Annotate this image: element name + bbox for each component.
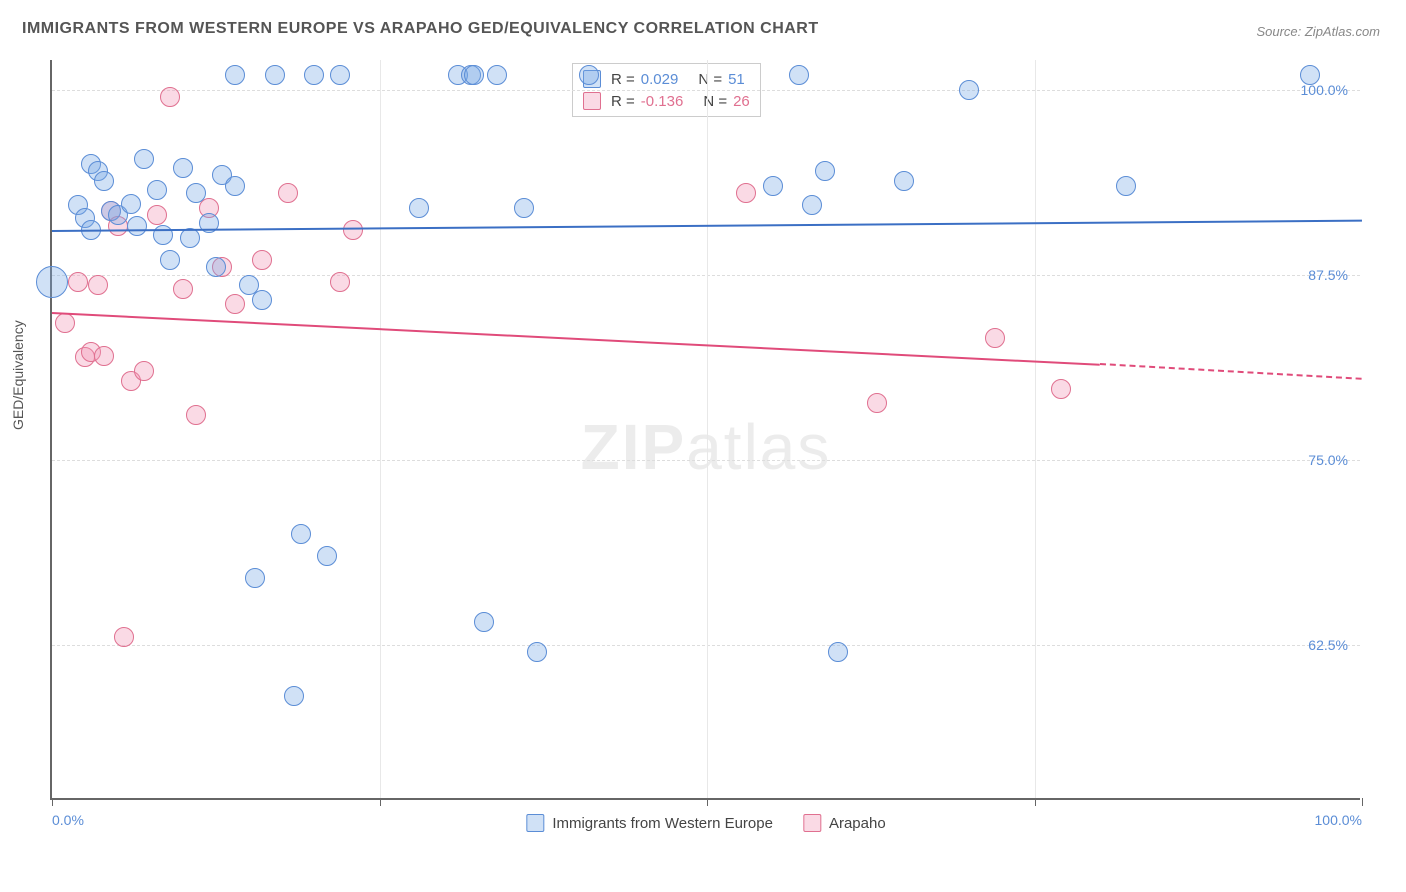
scatter-point-pink bbox=[736, 183, 756, 203]
y-tick-label: 75.0% bbox=[1308, 452, 1348, 468]
x-tick-label: 0.0% bbox=[52, 812, 84, 828]
legend-n-value-pink: 26 bbox=[733, 93, 750, 110]
scatter-point-pink bbox=[88, 275, 108, 295]
scatter-point-blue bbox=[291, 524, 311, 544]
scatter-point-blue bbox=[225, 176, 245, 196]
scatter-point-blue bbox=[160, 250, 180, 270]
scatter-point-blue bbox=[514, 198, 534, 218]
gridline-horizontal bbox=[52, 460, 1360, 461]
legend-item-blue: Immigrants from Western Europe bbox=[526, 814, 773, 832]
scatter-point-blue bbox=[153, 225, 173, 245]
gridline-vertical bbox=[707, 60, 708, 798]
legend-swatch-pink bbox=[803, 814, 821, 832]
gridline-horizontal bbox=[52, 645, 1360, 646]
scatter-point-blue bbox=[206, 257, 226, 277]
legend-label-blue: Immigrants from Western Europe bbox=[552, 815, 773, 832]
scatter-point-pink bbox=[68, 272, 88, 292]
legend-r-label: R = bbox=[611, 71, 635, 88]
x-tick-label: 100.0% bbox=[1315, 812, 1362, 828]
gridline-horizontal bbox=[52, 90, 1360, 91]
x-tick-mark bbox=[707, 798, 708, 806]
gridline-vertical bbox=[1035, 60, 1036, 798]
scatter-point-pink bbox=[1051, 379, 1071, 399]
scatter-point-pink bbox=[160, 87, 180, 107]
scatter-point-pink bbox=[134, 361, 154, 381]
scatter-point-blue bbox=[815, 161, 835, 181]
scatter-point-pink bbox=[985, 328, 1005, 348]
scatter-point-blue bbox=[127, 216, 147, 236]
trendline bbox=[52, 312, 1100, 366]
watermark-bold: ZIP bbox=[581, 411, 687, 483]
trendline bbox=[1100, 363, 1362, 380]
scatter-point-pink bbox=[94, 346, 114, 366]
scatter-point-blue bbox=[959, 80, 979, 100]
scatter-point-blue bbox=[1300, 65, 1320, 85]
scatter-point-blue bbox=[265, 65, 285, 85]
x-tick-mark bbox=[1362, 798, 1363, 806]
scatter-point-blue bbox=[36, 266, 68, 298]
legend-series: Immigrants from Western Europe Arapaho bbox=[526, 814, 885, 832]
scatter-point-pink bbox=[330, 272, 350, 292]
scatter-point-blue bbox=[94, 171, 114, 191]
scatter-point-blue bbox=[284, 686, 304, 706]
scatter-point-pink bbox=[252, 250, 272, 270]
plot-area: ZIPatlas R = 0.029 N = 51 R = -0.136 N =… bbox=[50, 60, 1360, 800]
scatter-point-pink bbox=[186, 405, 206, 425]
scatter-point-pink bbox=[343, 220, 363, 240]
scatter-point-blue bbox=[802, 195, 822, 215]
scatter-point-blue bbox=[894, 171, 914, 191]
watermark: ZIPatlas bbox=[581, 410, 832, 484]
y-tick-label: 87.5% bbox=[1308, 267, 1348, 283]
scatter-point-pink bbox=[114, 627, 134, 647]
legend-r-value-blue: 0.029 bbox=[641, 71, 679, 88]
scatter-point-blue bbox=[134, 149, 154, 169]
y-axis-label: GED/Equivalency bbox=[10, 320, 26, 430]
scatter-point-blue bbox=[317, 546, 337, 566]
scatter-point-blue bbox=[487, 65, 507, 85]
gridline-vertical bbox=[380, 60, 381, 798]
legend-row-pink: R = -0.136 N = 26 bbox=[583, 90, 750, 112]
scatter-point-pink bbox=[55, 313, 75, 333]
legend-n-value-blue: 51 bbox=[728, 71, 745, 88]
scatter-point-blue bbox=[121, 194, 141, 214]
x-tick-mark bbox=[52, 798, 53, 806]
scatter-point-blue bbox=[147, 180, 167, 200]
scatter-point-blue bbox=[225, 65, 245, 85]
chart-title: IMMIGRANTS FROM WESTERN EUROPE VS ARAPAH… bbox=[22, 20, 819, 38]
scatter-point-blue bbox=[245, 568, 265, 588]
legend-item-pink: Arapaho bbox=[803, 814, 886, 832]
legend-r-value-pink: -0.136 bbox=[641, 93, 684, 110]
scatter-point-blue bbox=[474, 612, 494, 632]
scatter-point-pink bbox=[147, 205, 167, 225]
legend-label-pink: Arapaho bbox=[829, 815, 886, 832]
scatter-point-blue bbox=[789, 65, 809, 85]
scatter-point-blue bbox=[579, 65, 599, 85]
scatter-point-blue bbox=[330, 65, 350, 85]
scatter-point-blue bbox=[464, 65, 484, 85]
scatter-point-blue bbox=[828, 642, 848, 662]
legend-r-label: R = bbox=[611, 93, 635, 110]
scatter-point-blue bbox=[304, 65, 324, 85]
legend-swatch-blue bbox=[526, 814, 544, 832]
legend-swatch-pink bbox=[583, 92, 601, 110]
scatter-point-blue bbox=[763, 176, 783, 196]
scatter-point-blue bbox=[252, 290, 272, 310]
y-tick-label: 62.5% bbox=[1308, 637, 1348, 653]
x-tick-mark bbox=[380, 798, 381, 806]
scatter-point-pink bbox=[225, 294, 245, 314]
source-attribution: Source: ZipAtlas.com bbox=[1256, 24, 1380, 39]
scatter-point-blue bbox=[173, 158, 193, 178]
scatter-point-blue bbox=[1116, 176, 1136, 196]
x-tick-mark bbox=[1035, 798, 1036, 806]
scatter-point-pink bbox=[867, 393, 887, 413]
scatter-point-blue bbox=[409, 198, 429, 218]
legend-n-label: N = bbox=[698, 71, 722, 88]
legend-row-blue: R = 0.029 N = 51 bbox=[583, 68, 750, 90]
scatter-point-blue bbox=[186, 183, 206, 203]
scatter-point-pink bbox=[278, 183, 298, 203]
scatter-point-pink bbox=[173, 279, 193, 299]
scatter-point-blue bbox=[527, 642, 547, 662]
